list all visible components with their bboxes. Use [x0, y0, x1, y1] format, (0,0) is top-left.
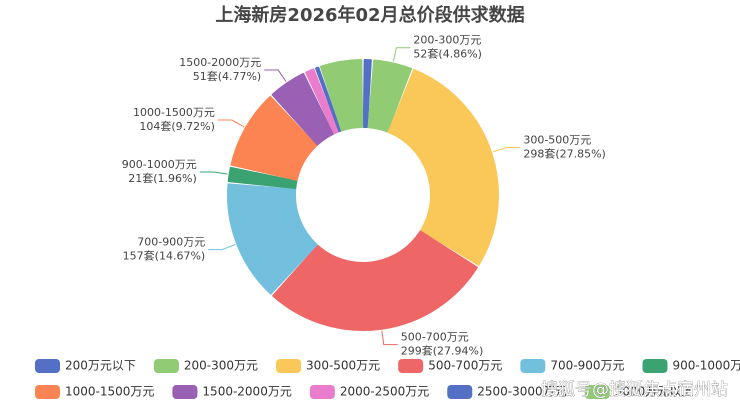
donut-slice	[387, 69, 499, 266]
legend-swatch	[309, 385, 335, 399]
legend-swatch	[584, 385, 610, 399]
legend-swatch	[520, 359, 546, 373]
legend-label: 700-900万元	[550, 359, 624, 373]
slice-value-label: 52套(4.86%)	[413, 48, 482, 61]
slice-label: 1500-2000万元	[179, 56, 261, 69]
legend-label: 300-500万元	[306, 359, 380, 373]
donut-slice	[319, 59, 364, 132]
leader-line	[264, 69, 287, 82]
legend-label: 200-300万元	[184, 359, 258, 373]
donut-slice	[305, 68, 340, 135]
donut-slice	[315, 66, 342, 133]
slice-label: 500-700万元	[401, 331, 469, 344]
leader-line	[492, 146, 521, 153]
leader-line	[392, 47, 411, 62]
slice-value-label: 157套(14.67%)	[123, 250, 206, 263]
legend-swatch	[642, 359, 668, 373]
donut-slice	[272, 230, 478, 331]
slice-value-label: 51套(4.77%)	[193, 70, 262, 83]
legend-label: 200万元以下	[65, 359, 136, 373]
legend-label: 900-1000万元	[672, 359, 740, 373]
leader-line	[208, 244, 236, 251]
legend-label: 2500-3000万元	[477, 385, 566, 399]
legend-swatch	[35, 385, 60, 399]
legend-swatch	[398, 359, 424, 373]
legend-label: 2000-2500万元	[340, 385, 429, 399]
slice-value-label: 104套(9.72%)	[139, 120, 215, 133]
legend-label: 500-700万元	[428, 359, 502, 373]
legend-swatch	[35, 359, 60, 373]
legend-label: 3000万元以上	[615, 385, 694, 399]
legend-label: 1000-1500万元	[65, 385, 154, 399]
legend-swatch	[276, 359, 302, 373]
slice-label: 900-1000万元	[122, 158, 197, 171]
slice-value-label: 21套(1.96%)	[128, 172, 197, 185]
donut-slice	[367, 59, 413, 133]
legend-swatch	[447, 385, 473, 399]
slice-label: 300-500万元	[523, 133, 591, 146]
slice-value-label: 299套(27.94%)	[401, 345, 484, 358]
leader-line	[199, 171, 228, 175]
donut-slice	[230, 95, 318, 181]
slice-label: 700-900万元	[137, 236, 205, 249]
legend-swatch	[153, 359, 179, 373]
leader-line	[217, 119, 245, 128]
slice-label: 200-300万元	[413, 34, 481, 47]
slice-value-label: 298套(27.85%)	[523, 147, 606, 160]
slice-label: 1000-1500万元	[133, 106, 215, 119]
donut-slice	[227, 183, 318, 295]
donut-slice	[362, 59, 372, 129]
legend-label: 1500-2000万元	[202, 385, 291, 399]
watermark: 搜狐号@搜狐焦点宿州站	[541, 380, 728, 400]
donut-slice	[227, 166, 298, 190]
chart-title: 上海新房2026年02月总价段供求数据	[215, 4, 524, 26]
leader-line	[381, 330, 398, 346]
legend-swatch	[172, 385, 198, 399]
donut-slice	[271, 72, 334, 146]
